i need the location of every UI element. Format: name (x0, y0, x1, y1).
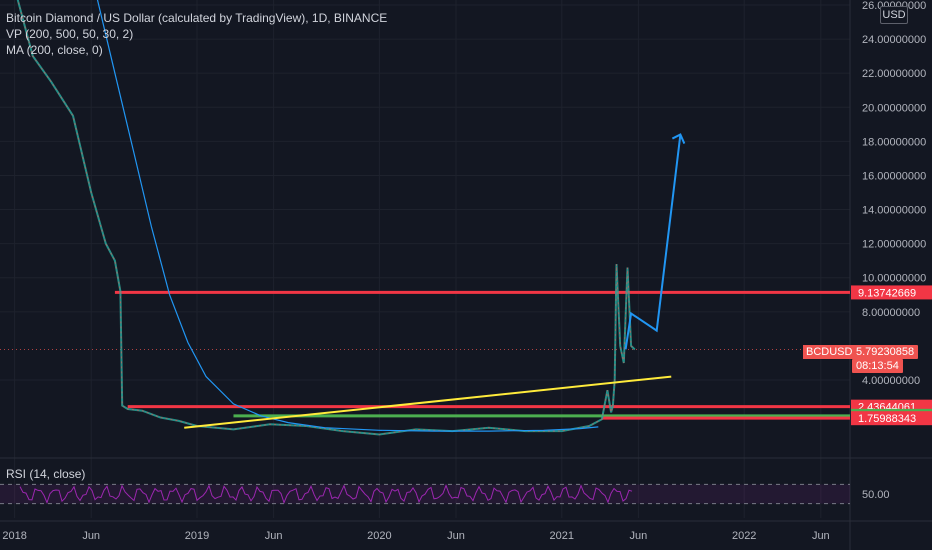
price-axis: 26.0000000024.0000000022.0000000020.0000… (862, 0, 926, 387)
price-tick-label: 16.00000000 (862, 170, 926, 182)
ticker-symbol-label: BCDUSD (803, 345, 856, 359)
time-tick-label: 2018 (2, 530, 26, 542)
time-tick-label: Jun (82, 530, 100, 542)
time-axis: 2018 Jun 2019 Jun 2020 Jun 2021 Jun 2022 Jun (2, 530, 829, 542)
legend-vp: VP (200, 500, 50, 30, 2) (6, 27, 134, 41)
series-layer (16, 0, 686, 436)
price-tick-label: 12.00000000 (862, 239, 926, 251)
price-line-bearish (17, 0, 636, 436)
price-tick-label: 20.00000000 (862, 102, 926, 114)
price-tick-label: 8.00000000 (862, 307, 920, 319)
ticker-price-label: 5.79230858 (852, 345, 919, 359)
currency-badge[interactable]: USD (880, 6, 908, 24)
level-label: 9.13742669 (858, 287, 916, 299)
level-label-bg (851, 411, 932, 426)
time-tick-label: Jun (630, 530, 648, 542)
ticker-countdown-label: 08:13:54 (852, 359, 903, 373)
price-tick-label: 10.00000000 (862, 273, 926, 285)
level-label: 1.75988343 (858, 413, 916, 425)
trendline (184, 375, 672, 429)
time-tick-label: Jun (812, 530, 830, 542)
legend-title: Bitcoin Diamond / US Dollar (calculated … (6, 11, 388, 25)
rsi-legend: RSI (14, close) (6, 467, 86, 481)
time-tick-label: Jun (265, 530, 283, 542)
rsi-panel: 50.00 (0, 483, 890, 505)
moving-average-line (96, 0, 599, 432)
price-tick-label: 18.00000000 (862, 136, 926, 148)
time-tick-label: 2020 (367, 530, 391, 542)
price-tick-label: 14.00000000 (862, 205, 926, 217)
projection-arrowhead (671, 133, 686, 144)
price-tick-label: 4.00000000 (862, 375, 920, 387)
rsi-line (19, 483, 633, 505)
chart-legend: Bitcoin Diamond / US Dollar (calculated … (6, 10, 387, 58)
time-tick-label: 2019 (185, 530, 209, 542)
price-tick-label: 22.00000000 (862, 68, 926, 80)
projection-path (624, 134, 682, 350)
price-tick-label: 24.00000000 (862, 34, 926, 46)
price-line (16, 0, 636, 436)
time-tick-label: 2022 (732, 530, 756, 542)
time-tick-label: Jun (447, 530, 465, 542)
time-tick-label: 2021 (550, 530, 574, 542)
level-label-bg (851, 285, 932, 300)
rsi-level-label: 50.00 (862, 489, 890, 501)
legend-ma: MA (200, close, 0) (6, 43, 103, 57)
